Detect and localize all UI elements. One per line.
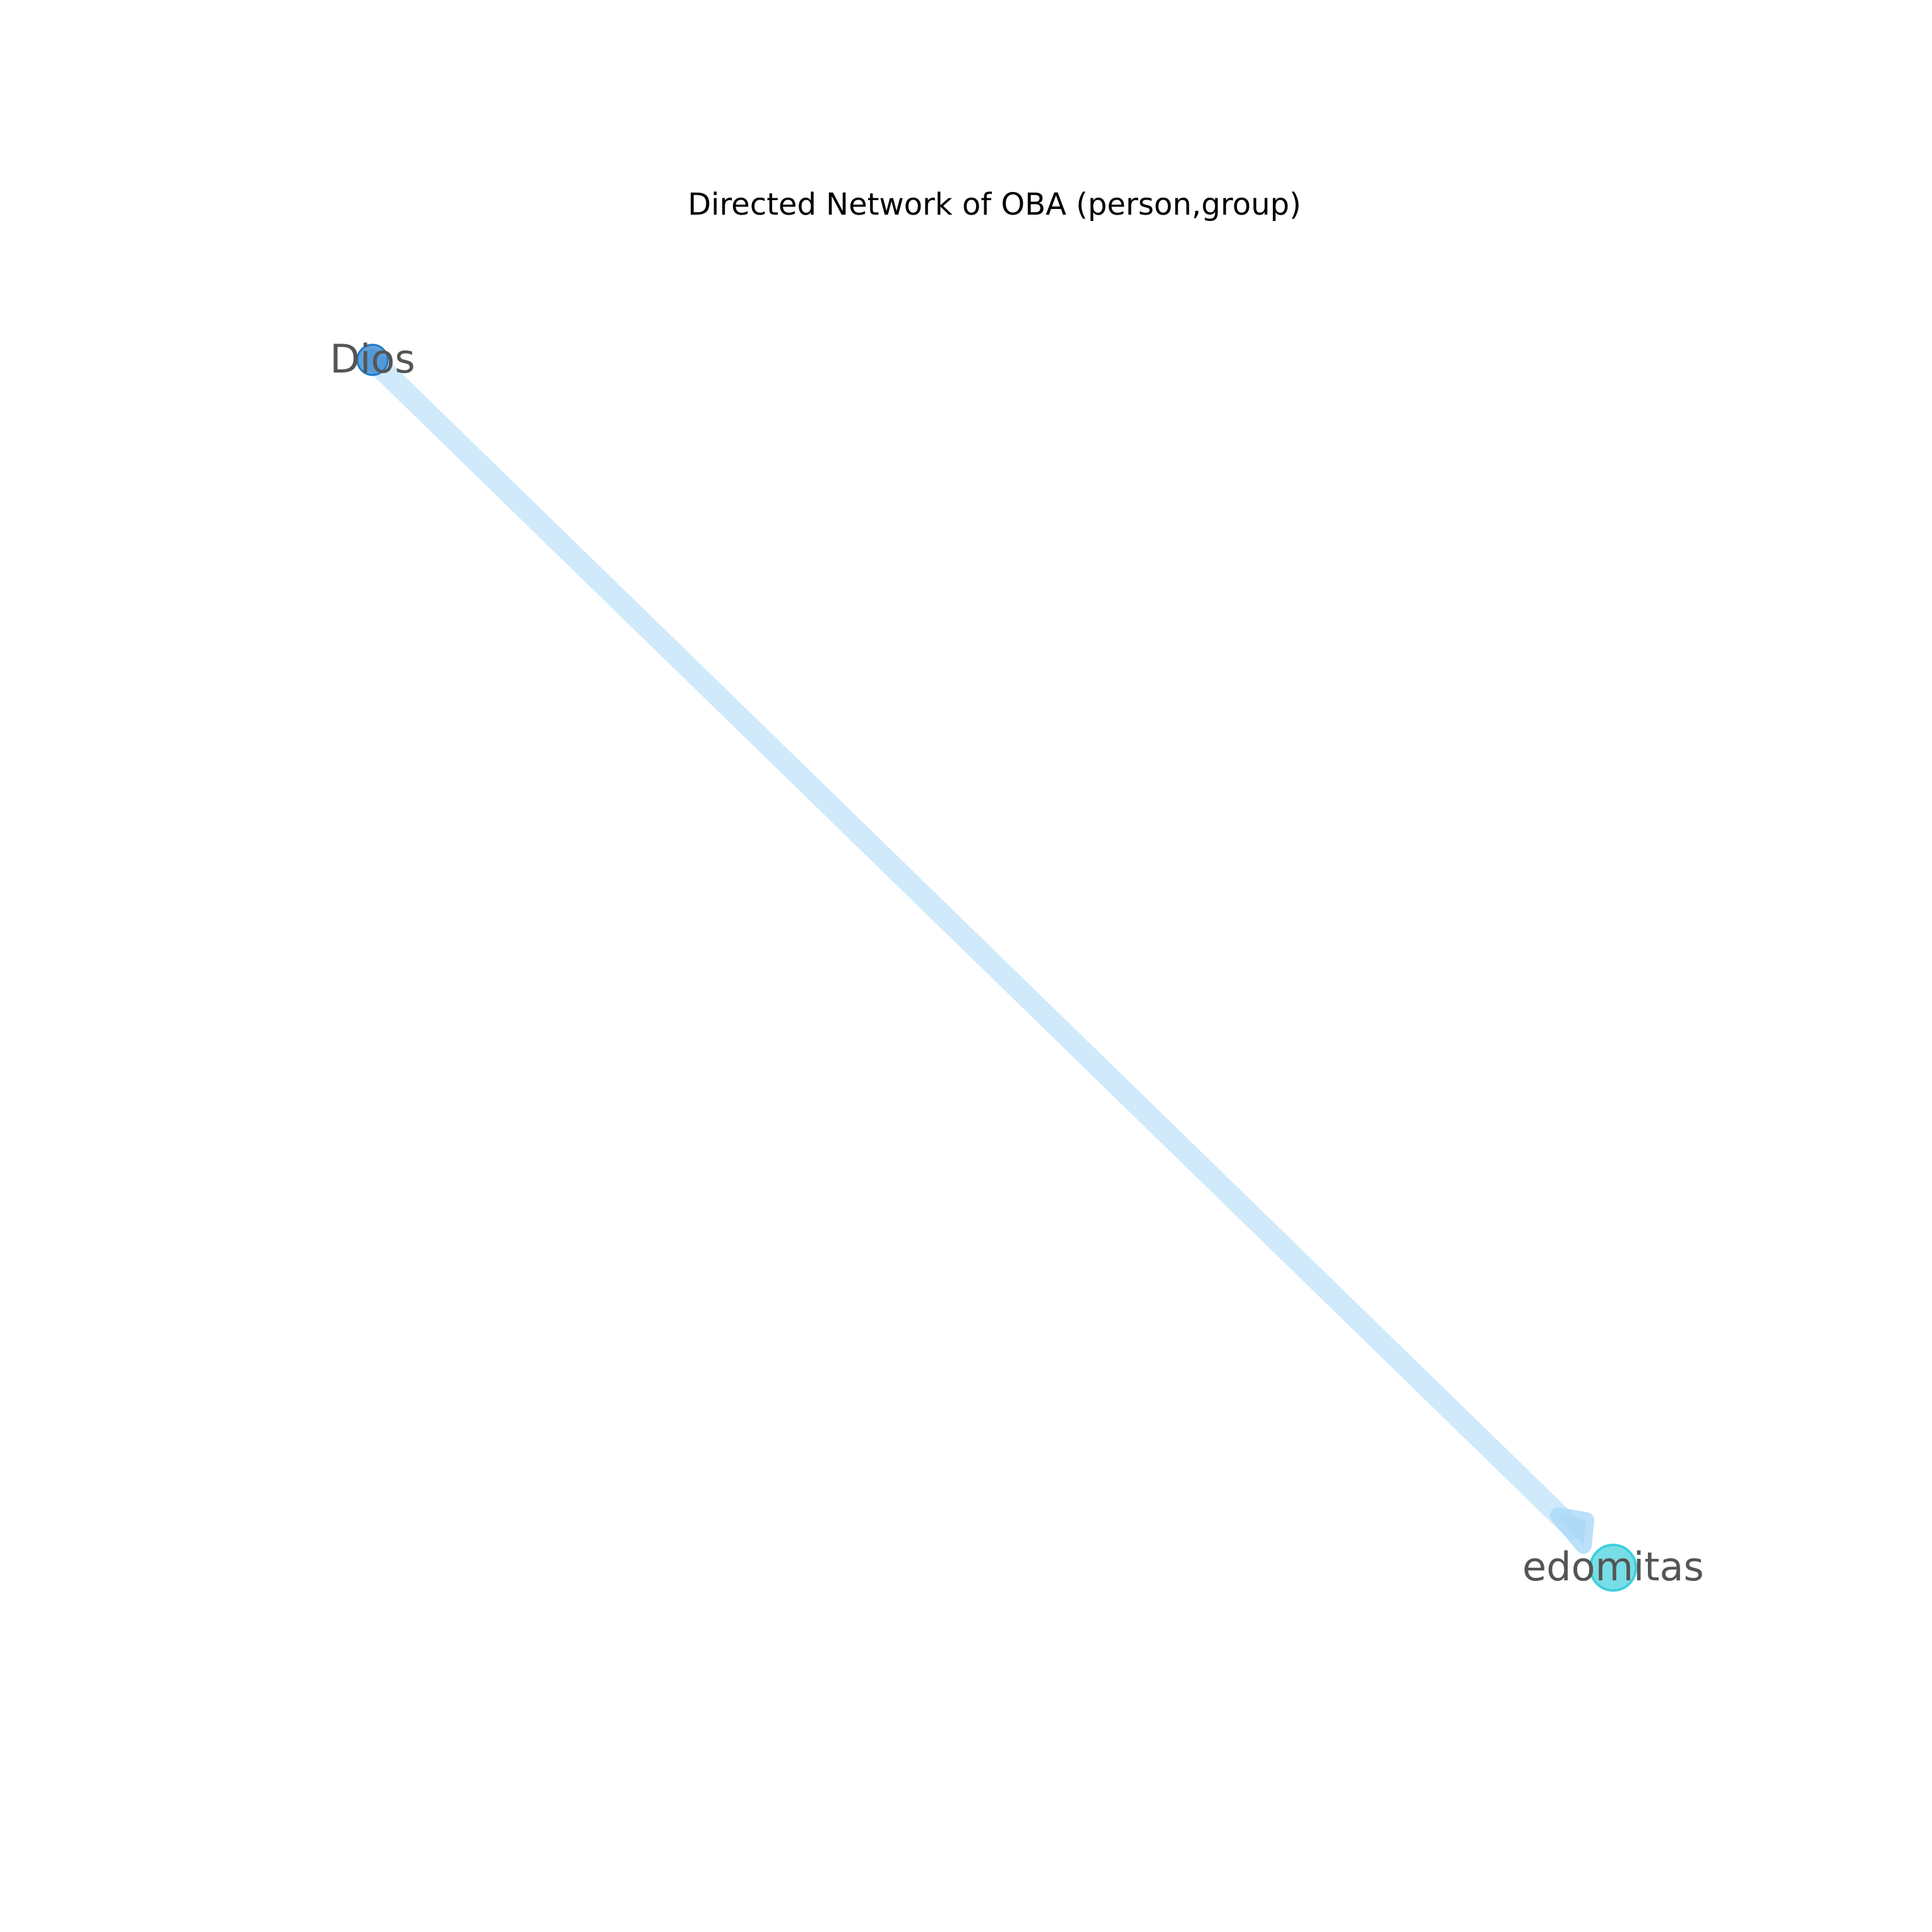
edge-line — [362, 349, 1583, 1539]
node-edomitas-label: edomitas — [1522, 1544, 1704, 1590]
node-edomitas: edomitas — [1522, 1544, 1704, 1592]
node-dios-marker — [356, 343, 389, 376]
node-dios-label: Dios — [330, 336, 415, 382]
edge-dios-to-edomitas — [362, 349, 1594, 1554]
node-edomitas-marker — [1589, 1544, 1637, 1592]
node-dios: Dios — [330, 336, 415, 382]
edge-arrowhead — [1550, 1507, 1594, 1554]
figure-title: Directed Network of OBA (person,group) — [688, 187, 1301, 222]
